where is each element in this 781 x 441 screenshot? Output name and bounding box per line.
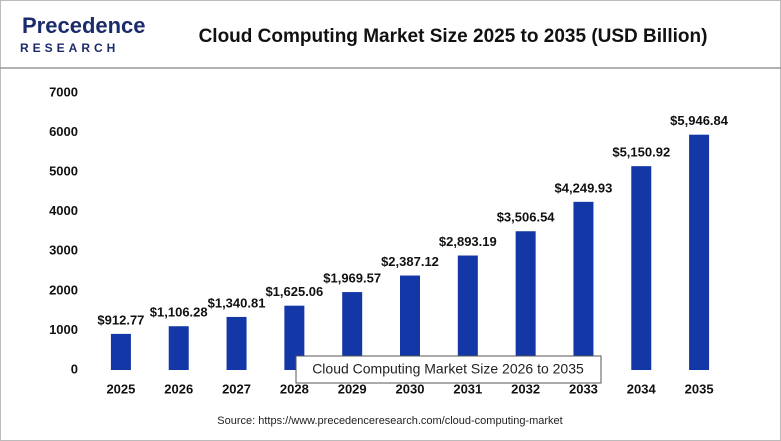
x-tick-label: 2029 (338, 381, 367, 396)
logo-sub: RESEARCH (20, 41, 119, 55)
value-label: $2,893.19 (439, 234, 497, 249)
bar (226, 316, 247, 370)
bar (400, 275, 420, 370)
y-tick-label: 0 (71, 361, 78, 376)
bar (284, 305, 305, 370)
bar (689, 134, 710, 370)
value-label: $3,506.54 (497, 210, 556, 225)
value-label: $1,340.81 (208, 295, 266, 310)
value-label: $1,625.06 (265, 284, 323, 299)
x-tick-label: 2027 (222, 381, 251, 396)
y-tick-label: 5000 (49, 164, 78, 179)
y-tick-label: 2000 (49, 282, 78, 297)
x-tick-label: 2030 (396, 381, 425, 396)
value-label: $5,150.92 (612, 145, 670, 160)
bar (342, 292, 363, 370)
value-label: $4,249.93 (555, 180, 613, 195)
tooltip: Cloud Computing Market Size 2026 to 2035 (312, 361, 584, 377)
x-tick-label: 2032 (511, 381, 540, 396)
bar (631, 166, 652, 370)
bar (573, 201, 594, 370)
x-tick-label: 2034 (627, 381, 657, 396)
y-tick-label: 7000 (49, 84, 78, 99)
x-tick-label: 2035 (685, 381, 714, 396)
y-tick-label: 4000 (49, 203, 78, 218)
bar (515, 231, 536, 370)
value-label: $5,946.84 (670, 113, 729, 128)
x-tick-label: 2033 (569, 381, 598, 396)
chart-title: Cloud Computing Market Size 2025 to 2035… (199, 26, 708, 47)
value-label: $1,106.28 (150, 305, 208, 320)
bar (110, 333, 131, 370)
bar (168, 326, 189, 370)
x-tick-label: 2028 (280, 381, 309, 396)
y-tick-label: 3000 (49, 243, 78, 258)
x-tick-label: 2026 (164, 381, 193, 396)
value-label: $912.77 (97, 312, 144, 327)
y-tick-label: 1000 (49, 322, 78, 337)
x-tick-label: 2025 (106, 381, 135, 396)
value-label: $2,387.12 (381, 254, 439, 269)
x-tick-label: 2031 (453, 381, 482, 396)
bar (457, 255, 478, 370)
tooltip-box (295, 355, 602, 384)
source: Source: https://www.precedenceresearch.c… (217, 415, 562, 427)
logo-name: Precedence (22, 13, 146, 38)
y-tick-label: 6000 (49, 124, 78, 139)
value-label: $1,969.57 (323, 270, 381, 285)
